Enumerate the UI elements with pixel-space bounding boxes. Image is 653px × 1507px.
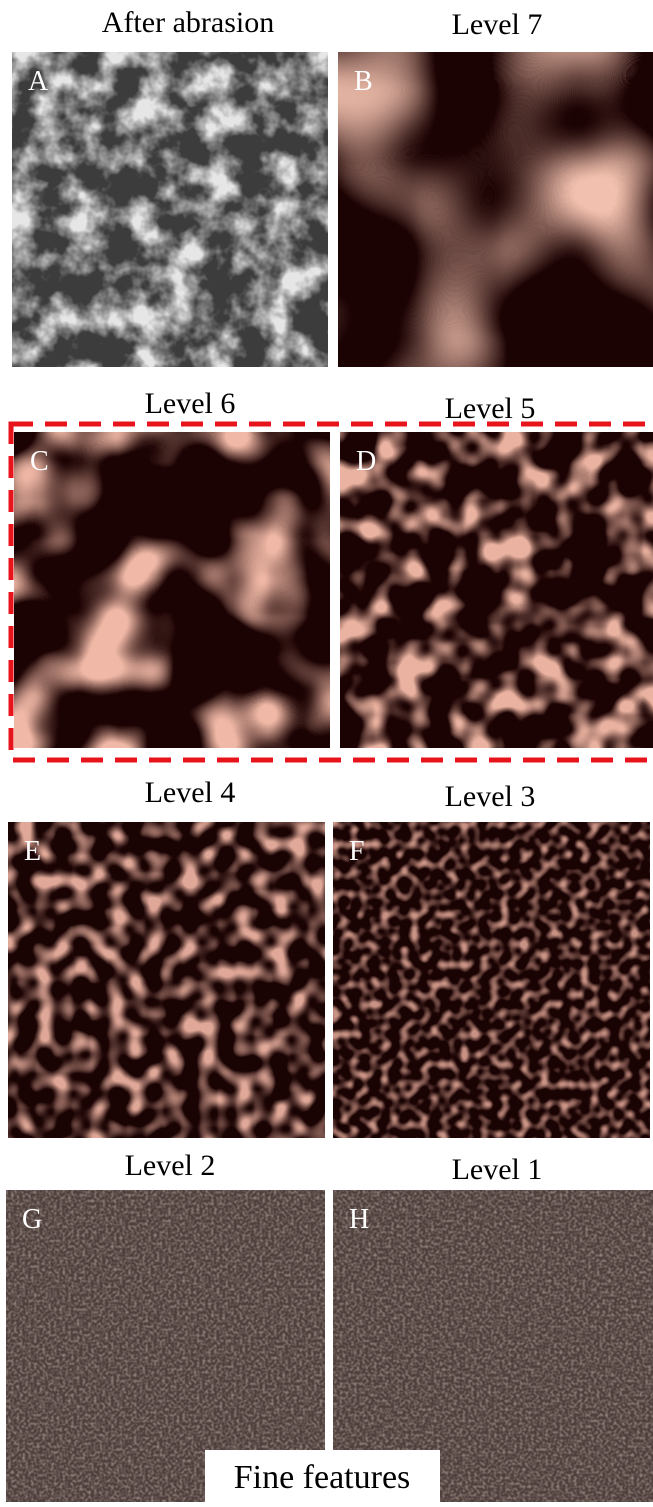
panel-title: Level 3: [445, 780, 536, 813]
panel-title: Level 1: [452, 1153, 543, 1186]
panel-title: Level 6: [145, 387, 236, 420]
panel-letter: F: [349, 836, 365, 867]
panel-texture: [14, 432, 330, 748]
panel-texture: [340, 432, 653, 748]
panel-title: Level 7: [452, 8, 543, 41]
panel-title: Level 5: [445, 392, 536, 425]
figure: After abrasion A Level 7 B Level 6 C Level 5 D L…: [0, 0, 653, 1502]
panel-title: Level 2: [125, 1149, 216, 1182]
panel-texture: [12, 52, 328, 367]
footer-label: Fine features: [234, 1459, 411, 1496]
panel-texture: [8, 822, 325, 1138]
panel-letter: H: [349, 1204, 369, 1235]
panel-letter: E: [24, 836, 41, 867]
panel-grid: After abrasion A Level 7 B Level 6 C Level 5 D L…: [6, 6, 653, 1502]
panel-title: Level 4: [145, 776, 236, 809]
panel-letter: C: [30, 446, 49, 477]
panel-letter: A: [28, 66, 49, 97]
panel-letter: G: [22, 1204, 42, 1235]
panel-title: After abrasion: [102, 6, 274, 39]
panel-texture: [333, 822, 650, 1138]
panel-texture: [338, 52, 653, 367]
panel-letter: B: [354, 66, 373, 97]
panel-letter: D: [356, 446, 376, 477]
